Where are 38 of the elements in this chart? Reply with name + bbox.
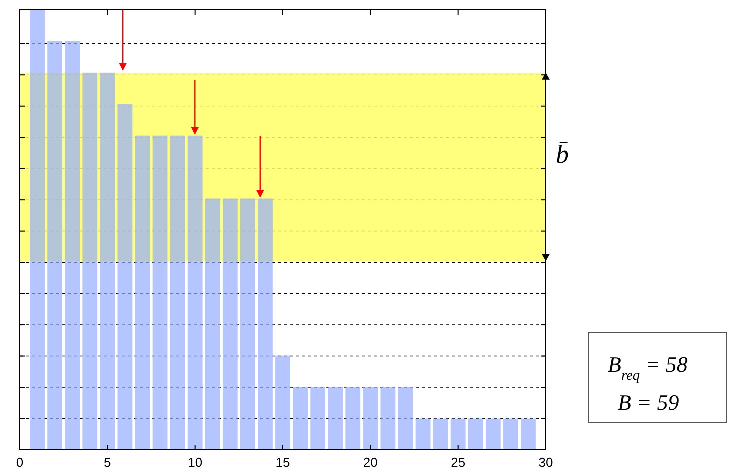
bar	[468, 418, 484, 450]
text: B$_{req}$ = 58	[608, 352, 688, 384]
bar	[152, 136, 168, 450]
band-label: b̄	[556, 140, 569, 170]
x-tick-label: 30	[538, 455, 554, 470]
bar	[521, 418, 536, 450]
bar	[450, 418, 466, 450]
bar	[398, 387, 414, 450]
x-tick-label: 0	[16, 455, 24, 470]
bar	[30, 10, 45, 450]
bar	[82, 72, 98, 450]
bar	[328, 387, 344, 450]
bar	[503, 418, 518, 450]
bar	[433, 418, 448, 450]
bar	[135, 136, 150, 450]
x-tick-label: 20	[363, 455, 378, 470]
bar	[240, 198, 256, 450]
bar	[170, 136, 186, 450]
bar	[486, 418, 501, 450]
bar	[380, 387, 396, 450]
x-tick-label: 10	[188, 455, 203, 470]
bar	[346, 387, 361, 450]
bar	[205, 198, 220, 450]
bar	[310, 387, 326, 450]
bar	[363, 387, 378, 450]
bar	[48, 41, 63, 450]
x-tick-label: 25	[451, 455, 466, 470]
text: B = 59	[618, 390, 680, 415]
x-tick-label: 15	[276, 455, 290, 470]
bar	[416, 418, 431, 450]
bar	[222, 198, 238, 450]
x-tick-label: 5	[104, 455, 112, 470]
bar	[258, 198, 273, 450]
bar	[65, 41, 80, 450]
bar	[276, 356, 290, 450]
bar	[293, 387, 308, 450]
bar	[100, 72, 116, 450]
bar	[118, 104, 133, 450]
